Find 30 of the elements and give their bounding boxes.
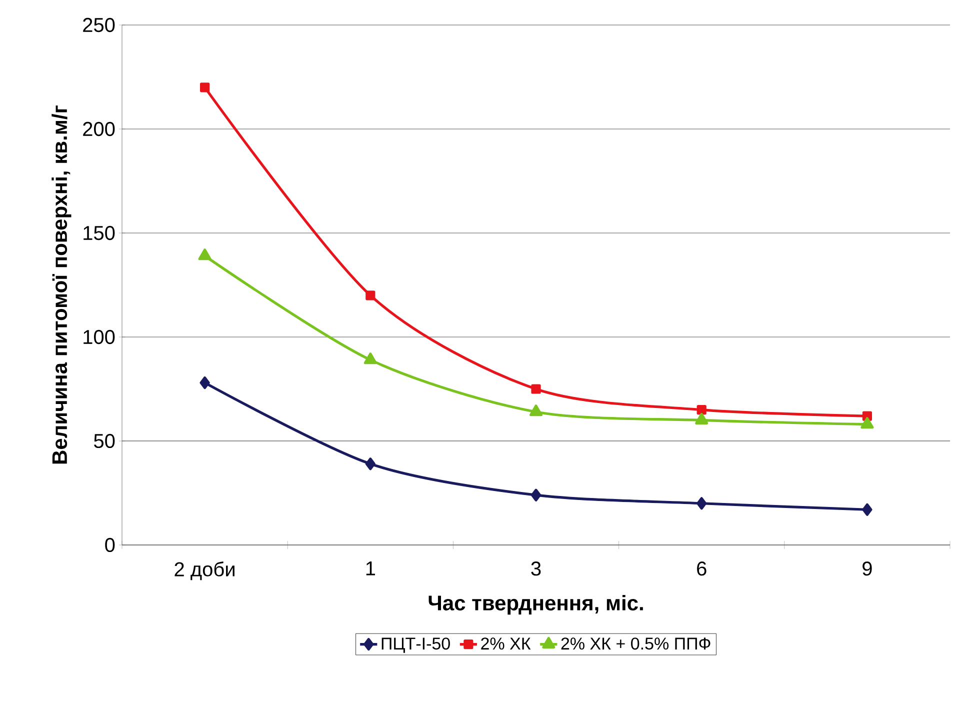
point xyxy=(530,488,542,502)
x-tick-label: 6 xyxy=(697,562,706,576)
x-tick-label: 1 xyxy=(366,562,375,576)
y-tick-label: 50 xyxy=(94,434,115,448)
point xyxy=(696,404,706,415)
point xyxy=(200,82,210,92)
legend-label: 2% ХК xyxy=(481,638,531,650)
point xyxy=(365,458,376,470)
x-tick-label: 3 xyxy=(531,562,541,576)
point xyxy=(364,352,377,364)
y-axis-title: Величина питомої поверхні, кв.м/г xyxy=(52,106,72,464)
point xyxy=(695,412,708,424)
point xyxy=(366,290,376,300)
point xyxy=(198,248,212,260)
x-tick-label: 9 xyxy=(862,562,872,576)
legend-label: ПЦТ-І-50 xyxy=(382,638,450,653)
point xyxy=(530,404,542,416)
y-tick-label: 0 xyxy=(105,538,115,552)
y-tick-label: 150 xyxy=(84,226,115,240)
y-tick-label: 250 xyxy=(83,18,115,32)
point xyxy=(531,384,541,394)
point xyxy=(696,497,707,510)
y-tick-label: 200 xyxy=(83,122,115,136)
legend-label: 2% ХК + 0.5% ППФ xyxy=(561,638,710,650)
point xyxy=(200,376,210,390)
point xyxy=(862,503,872,516)
point xyxy=(860,417,874,429)
x-axis-title: Час тверднення, міс. xyxy=(428,595,643,615)
y-tick-label: 100 xyxy=(84,330,115,344)
x-tick-label: 2 доби xyxy=(174,562,234,580)
